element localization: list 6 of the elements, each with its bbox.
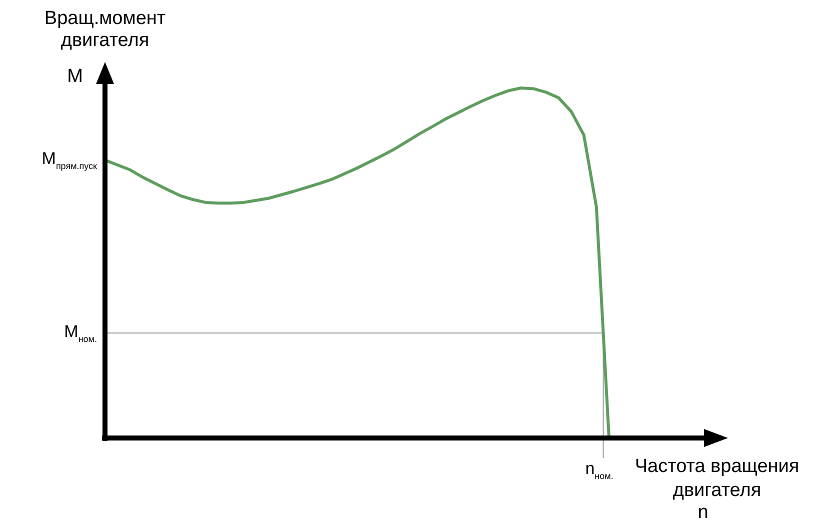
text: n bbox=[698, 502, 708, 520]
text: M bbox=[67, 66, 83, 87]
ref-line-label: M$_{ном.}$ bbox=[64, 322, 97, 344]
text: n$_{ном.}$ bbox=[585, 459, 614, 482]
text: M$_{прям.пуск}$ bbox=[42, 149, 98, 172]
y-axis-title: Вращ.момент двигателя bbox=[44, 8, 166, 51]
